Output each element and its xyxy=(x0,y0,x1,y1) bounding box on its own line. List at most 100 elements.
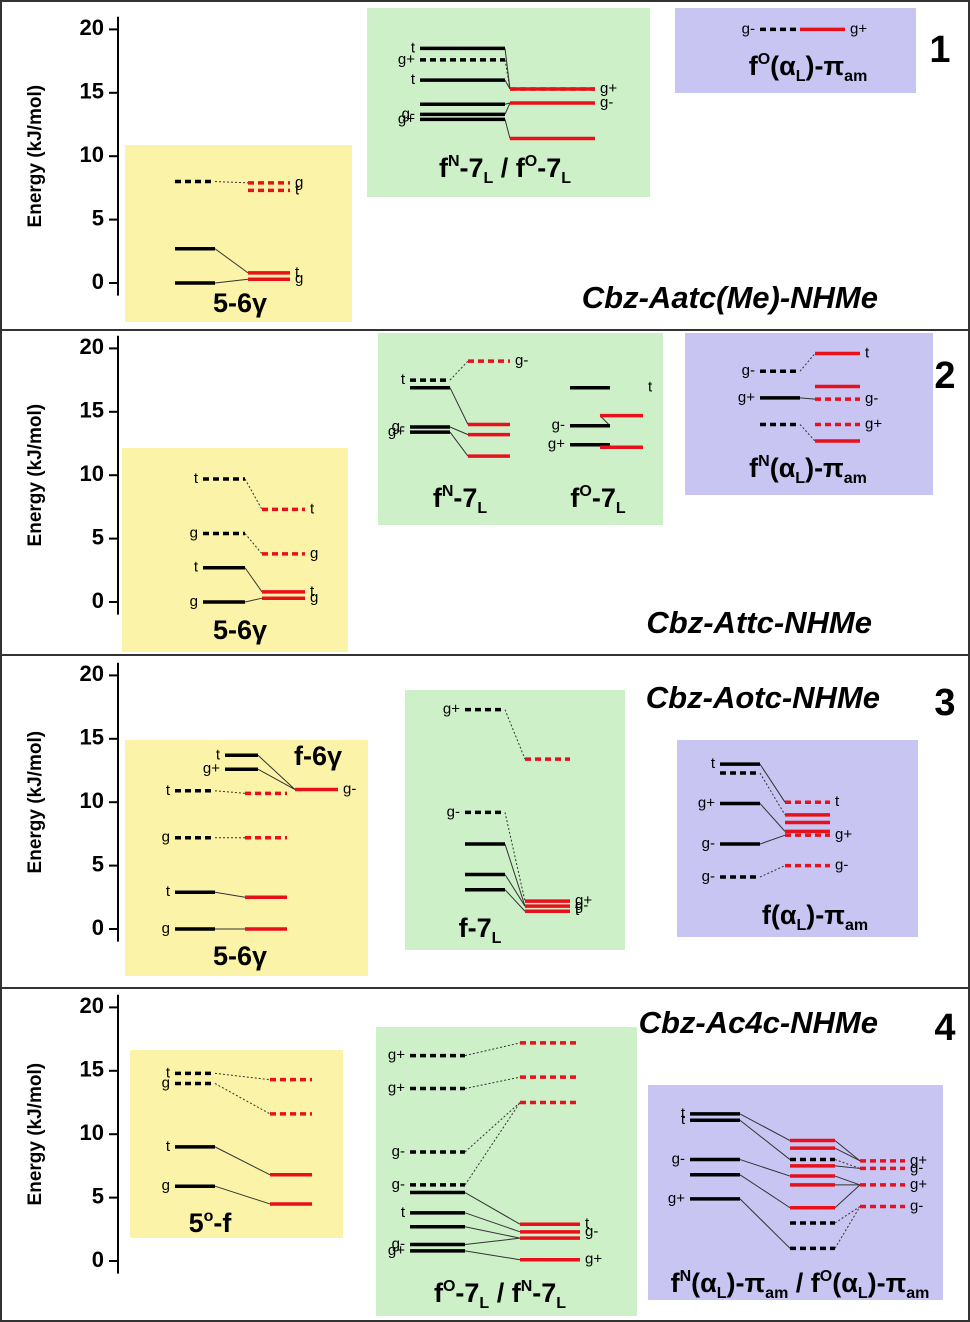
y-tick-label: 0 xyxy=(92,269,104,294)
group-box xyxy=(378,333,663,525)
molecule-name: Cbz-Aatc(Me)-NHMe xyxy=(582,280,878,315)
link xyxy=(504,119,511,139)
level-label: g+ xyxy=(443,701,460,718)
level-label: t xyxy=(194,470,199,487)
level-label: g xyxy=(295,174,303,191)
label-part: am xyxy=(906,1285,929,1302)
link xyxy=(504,59,511,90)
y-axis-label: Energy (kJ/mol) xyxy=(25,404,46,547)
level-label: g- xyxy=(910,1159,923,1176)
label-part: 5-6γ xyxy=(213,288,267,318)
level-label: g- xyxy=(575,897,588,914)
link xyxy=(464,1250,521,1261)
group-label: f-7L xyxy=(459,913,502,947)
group-label: fN-7L / fO-7L xyxy=(439,153,571,187)
level-label: t xyxy=(166,782,171,799)
link xyxy=(504,48,511,90)
group-label: f-6γ xyxy=(294,741,342,771)
level-label: g- xyxy=(447,803,460,820)
link xyxy=(834,1175,861,1186)
label-part: -7 xyxy=(537,153,561,183)
label-part: L xyxy=(795,470,805,487)
label-part: 5-6γ xyxy=(213,941,267,971)
group-box xyxy=(122,448,348,652)
level-label: g xyxy=(162,1074,170,1091)
link xyxy=(214,1146,271,1176)
link xyxy=(449,387,469,425)
label-part: am xyxy=(845,917,868,934)
label-part: f xyxy=(570,483,580,513)
level-label: t xyxy=(585,1215,590,1232)
label-part: / f xyxy=(788,1268,821,1298)
level-label: t xyxy=(166,1138,171,1155)
level-label: t xyxy=(835,793,840,810)
level-label: g- xyxy=(702,835,715,852)
group-box xyxy=(405,690,625,950)
label-part: L xyxy=(477,500,487,517)
level-label: t xyxy=(194,559,199,576)
level-label: g+ xyxy=(600,80,617,97)
link xyxy=(834,1147,861,1162)
label-part: O xyxy=(525,153,537,170)
link xyxy=(244,567,263,593)
y-tick-label: 5 xyxy=(92,851,104,876)
link xyxy=(214,1083,271,1115)
y-tick-label: 10 xyxy=(80,142,104,167)
level-label: g xyxy=(162,1177,170,1194)
level-label: g+ xyxy=(548,436,565,453)
label-part: N xyxy=(442,483,454,500)
link xyxy=(464,1226,521,1239)
label-part: f-7 xyxy=(459,913,492,943)
link xyxy=(214,248,249,274)
group-box xyxy=(685,333,933,495)
level-label: g- xyxy=(392,1176,405,1193)
label-part: (α xyxy=(691,1268,717,1298)
link xyxy=(214,1072,271,1081)
group-label: 5-6γ xyxy=(213,288,267,318)
link xyxy=(504,102,511,115)
label-part: )-π xyxy=(868,1268,907,1298)
link xyxy=(214,891,246,898)
label-part: L xyxy=(858,1285,868,1302)
level-label: g- xyxy=(672,1151,685,1168)
molecule-name: Cbz-Attc-NHMe xyxy=(646,605,872,640)
label-part: )-π xyxy=(806,900,845,930)
label-part: L xyxy=(479,1295,489,1312)
label-part: f xyxy=(749,453,759,483)
level-label: t xyxy=(295,264,300,281)
level-label: g xyxy=(295,270,303,287)
label-part: -7 xyxy=(460,153,484,183)
group-box xyxy=(675,8,916,93)
level-label: g- xyxy=(742,362,755,379)
level-label: g- xyxy=(515,352,528,369)
label-part: f xyxy=(671,1268,681,1298)
level-label: t xyxy=(711,755,716,772)
link xyxy=(464,1102,521,1186)
link xyxy=(504,102,511,105)
link xyxy=(739,1198,791,1249)
label-part: / f xyxy=(489,1278,522,1308)
link xyxy=(739,1113,791,1141)
link xyxy=(449,426,469,436)
level-label: t xyxy=(575,902,580,919)
level-label: t xyxy=(865,344,870,361)
level-label: g xyxy=(162,829,170,846)
label-part: O xyxy=(758,51,770,68)
level-label: g- xyxy=(392,1143,405,1160)
level-label: g+ xyxy=(585,1251,602,1268)
label-part: L xyxy=(561,170,571,187)
y-tick-label: 20 xyxy=(80,15,104,40)
link xyxy=(759,834,786,845)
level-label: g- xyxy=(552,417,565,434)
level-label: t xyxy=(411,71,416,88)
label-part: -7 xyxy=(532,1278,556,1308)
level-label: g xyxy=(190,593,198,610)
group-label: fN(αL)-πam / fO(αL)-πam xyxy=(671,1268,930,1302)
y-tick-label: 20 xyxy=(80,993,104,1018)
level-label: g- xyxy=(585,1223,598,1240)
label-part: N xyxy=(680,1268,692,1285)
level-label: g+ xyxy=(910,1176,927,1193)
panel-number: 1 xyxy=(929,29,950,71)
y-tick-label: 10 xyxy=(80,1120,104,1145)
y-axis-label: Energy (kJ/mol) xyxy=(25,1063,46,1206)
